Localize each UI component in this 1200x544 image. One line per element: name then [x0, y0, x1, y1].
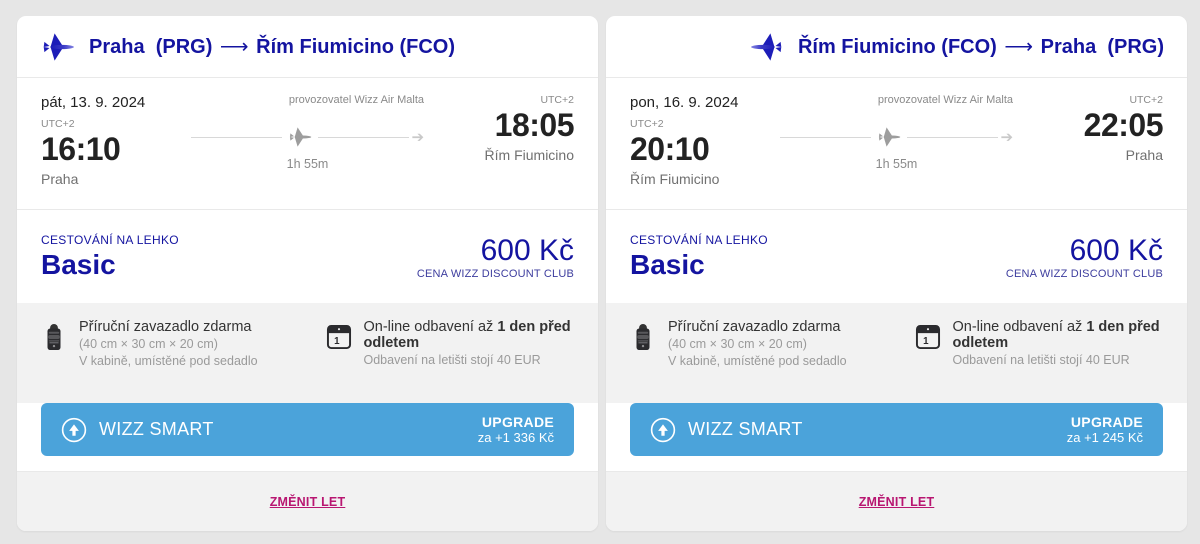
svg-text:1: 1	[334, 336, 340, 347]
svg-text:1: 1	[923, 336, 929, 347]
